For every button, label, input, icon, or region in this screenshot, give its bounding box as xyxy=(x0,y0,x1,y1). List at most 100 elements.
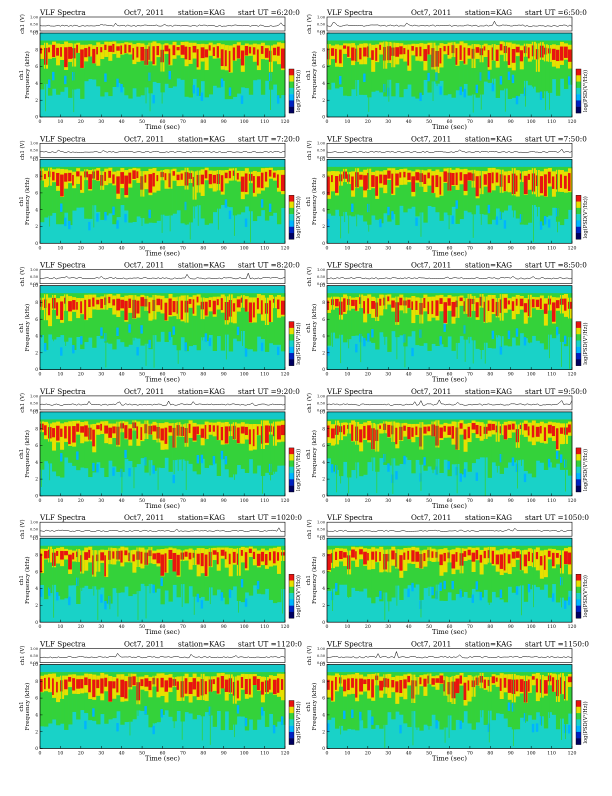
heatmap-cell xyxy=(340,420,342,484)
heatmap-cell xyxy=(343,298,346,312)
heatmap-cell xyxy=(140,423,145,442)
heatmap-cell xyxy=(72,171,77,189)
heatmap-cell xyxy=(181,546,183,608)
heatmap-cell xyxy=(252,551,256,560)
heatmap-cell xyxy=(224,551,227,560)
heatmap-cell xyxy=(256,426,259,435)
heatmap-cell xyxy=(407,426,411,440)
heatmap-cell xyxy=(383,174,388,185)
heatmap-cell xyxy=(439,43,444,68)
heatmap-cell xyxy=(371,679,374,698)
heatmap-cell xyxy=(176,293,181,351)
heatmap-cell xyxy=(451,554,456,569)
freq-axis-label-line2: Frequency (kHz) xyxy=(24,430,31,478)
heatmap-cell xyxy=(415,423,420,438)
heatmap-cell xyxy=(76,679,81,689)
heatmap-cell xyxy=(61,672,63,716)
time-tick-label: 20 xyxy=(365,119,371,125)
heatmap-cell xyxy=(459,40,464,92)
heatmap-cell xyxy=(547,545,553,598)
heatmap-cell xyxy=(268,166,274,216)
heatmap-cell xyxy=(228,45,234,73)
heatmap-cell xyxy=(387,673,392,698)
heatmap-cell xyxy=(149,420,151,476)
heatmap-cell xyxy=(411,46,414,51)
heatmap-cell xyxy=(180,40,185,80)
panel-start-ut: start UT =7:20:0 xyxy=(238,134,300,143)
heatmap-cell xyxy=(327,554,331,570)
heatmap-cell xyxy=(427,419,432,467)
time-tick-label: 110 xyxy=(260,498,269,504)
freq-tick-label: 0 xyxy=(35,116,38,121)
heatmap-cell xyxy=(40,45,45,59)
heatmap-cell xyxy=(164,427,168,444)
heatmap-cell xyxy=(252,47,256,55)
heatmap-cell xyxy=(567,49,572,62)
heatmap-cell xyxy=(252,170,258,197)
heatmap-cell xyxy=(523,554,528,567)
heatmap-cell xyxy=(48,79,51,88)
heatmap-cell xyxy=(280,545,286,590)
freq-tick-label: 0 xyxy=(35,747,38,752)
heatmap-cell xyxy=(331,293,336,333)
heatmap-top-band xyxy=(40,33,285,41)
heatmap-cell xyxy=(455,552,458,562)
heatmap-cell xyxy=(52,71,55,81)
heatmap-cell xyxy=(388,546,390,612)
colorbar-segment xyxy=(289,580,294,587)
ch-tick-label: 1.00 xyxy=(30,142,39,146)
colorbar-segment xyxy=(289,719,294,726)
heatmap-cell xyxy=(363,679,367,685)
time-tick-label: 0 xyxy=(326,245,329,251)
heatmap-cell xyxy=(112,551,115,559)
heatmap-cell xyxy=(455,293,460,343)
heatmap-cell xyxy=(164,45,169,52)
heatmap-cell xyxy=(232,303,236,312)
heatmap-cell xyxy=(391,211,394,220)
heatmap-cell xyxy=(116,545,121,593)
ch-axis-label: ch1 (V) xyxy=(306,140,313,160)
heatmap-cell xyxy=(567,672,573,714)
heatmap-cell xyxy=(248,424,254,451)
heatmap-cell xyxy=(156,45,160,56)
heatmap-cell xyxy=(535,426,540,437)
waveform-frame xyxy=(39,269,286,284)
heatmap-cell xyxy=(68,554,72,570)
colorbar-frame xyxy=(288,447,295,493)
heatmap-cell xyxy=(144,171,149,190)
heatmap-cell xyxy=(144,166,149,224)
time-tick-label: 10 xyxy=(57,498,63,504)
heatmap-cell xyxy=(204,425,207,439)
colorbar-segment xyxy=(289,106,294,114)
time-tick-label: 90 xyxy=(508,245,514,251)
heatmap-cell xyxy=(343,679,347,692)
heatmap-cell xyxy=(491,172,494,184)
heatmap-cell xyxy=(216,296,222,310)
heatmap-cell xyxy=(395,422,400,449)
heatmap-cell xyxy=(212,679,215,685)
heatmap-cell xyxy=(379,419,384,459)
heatmap-cell xyxy=(80,555,83,572)
heatmap-cell xyxy=(423,166,428,223)
heatmap-cell xyxy=(549,41,550,110)
heatmap-cell xyxy=(100,678,104,694)
colorbar-segment xyxy=(289,220,294,227)
heatmap-cell xyxy=(463,293,468,340)
heatmap-cell xyxy=(240,297,243,303)
heatmap-cell xyxy=(228,210,232,220)
heatmap-cell xyxy=(68,220,71,230)
heatmap-cell xyxy=(512,167,514,218)
ch-tick-label: 1.00 xyxy=(30,647,39,651)
ch-tick-label: 0.50 xyxy=(317,149,326,153)
heatmap-cell xyxy=(104,297,107,305)
heatmap-cell xyxy=(463,468,466,478)
heatmap-cell xyxy=(140,679,144,687)
heatmap-cell xyxy=(117,420,119,472)
heatmap-top-band xyxy=(327,159,572,167)
time-axis-label: Time (sec) xyxy=(432,376,467,384)
heatmap-cell xyxy=(467,549,471,556)
heatmap-cell xyxy=(555,49,560,62)
heatmap-cell xyxy=(252,423,258,450)
freq-tick-label: 10 xyxy=(32,537,38,542)
heatmap-cell xyxy=(172,326,175,335)
